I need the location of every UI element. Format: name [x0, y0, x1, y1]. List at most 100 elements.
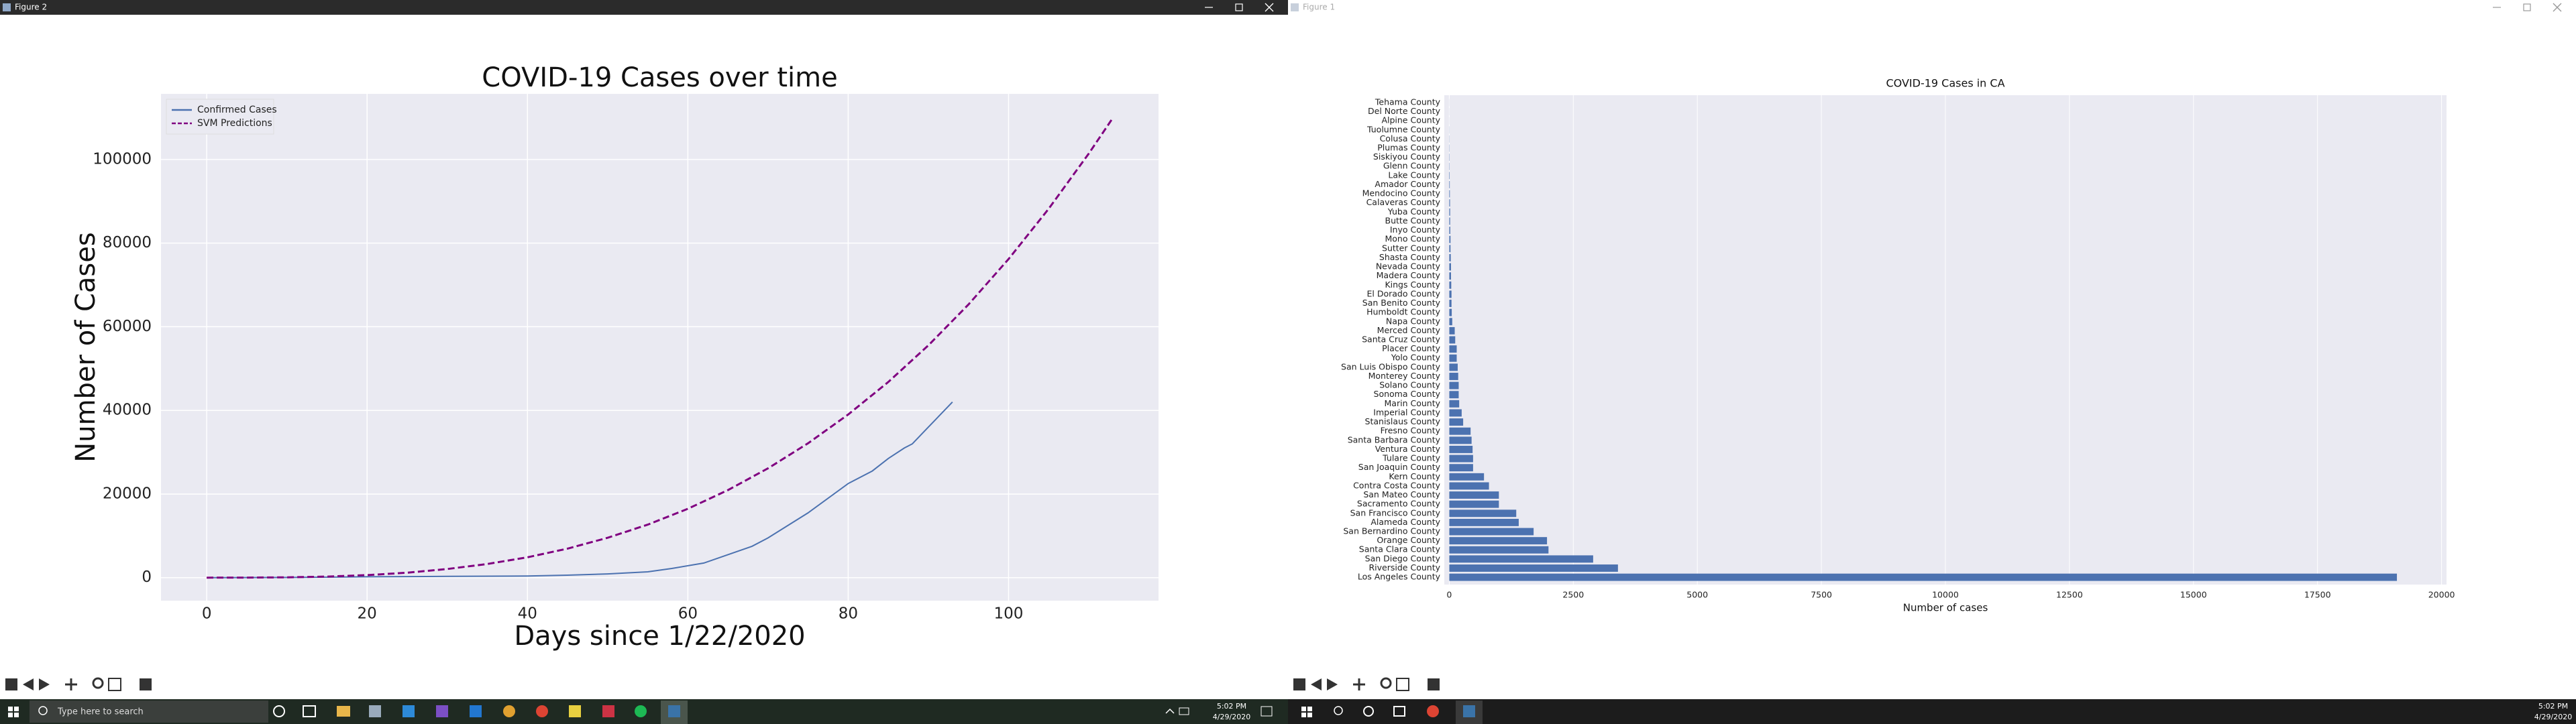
clock-date[interactable]: 4/29/2020	[1213, 713, 1250, 721]
clock-time[interactable]: 5:02 PM	[1217, 702, 1246, 711]
y-tick-label: 80000	[103, 234, 152, 251]
category-label: Riverside County	[1369, 562, 1441, 572]
category-label: Amador County	[1375, 179, 1440, 189]
zoom-button[interactable]	[1380, 677, 1392, 689]
back-button[interactable]	[1311, 678, 1322, 690]
app-icon[interactable]	[337, 706, 350, 717]
maximize-button[interactable]	[2523, 3, 2531, 11]
x-tick-label: 7500	[1811, 590, 1832, 600]
bar	[1449, 418, 1464, 426]
category-label: Yolo County	[1391, 353, 1441, 363]
app-icon[interactable]	[470, 705, 482, 717]
bar	[1449, 326, 1455, 335]
category-label: Humboldt County	[1366, 307, 1440, 317]
bar	[1449, 253, 1451, 261]
bar	[1449, 308, 1452, 316]
category-label: Marin County	[1385, 398, 1441, 408]
app-icon[interactable]	[569, 705, 581, 717]
bar	[1449, 290, 1452, 298]
close-button[interactable]	[2553, 3, 2562, 12]
forward-button[interactable]	[1327, 678, 1338, 690]
close-button[interactable]	[1265, 3, 1274, 12]
category-label: Fresno County	[1381, 426, 1441, 436]
series-line	[207, 117, 1114, 579]
pan-button[interactable]	[65, 678, 77, 690]
x-tick-label: 0	[202, 605, 212, 623]
configure-button[interactable]	[108, 678, 121, 691]
bar	[1449, 235, 1451, 243]
save-button[interactable]	[1428, 678, 1440, 690]
notification-icon[interactable]	[1260, 706, 1273, 717]
category-label: Inyo County	[1390, 225, 1441, 235]
category-label: Contra Costa County	[1353, 480, 1441, 490]
network-icon[interactable]	[1179, 707, 1189, 715]
bar	[1449, 564, 1618, 572]
app-icon[interactable]	[536, 705, 548, 717]
category-label: San Luis Obispo County	[1341, 361, 1441, 371]
forward-button[interactable]	[39, 678, 50, 690]
task-view-icon[interactable]	[1393, 706, 1405, 717]
x-axis-label: Number of cases	[1903, 602, 1988, 614]
search-box[interactable]	[30, 701, 268, 723]
search-placeholder[interactable]: Type here to search	[57, 707, 144, 717]
back-button[interactable]	[23, 678, 34, 690]
zoom-button[interactable]	[92, 677, 104, 689]
category-label: Del Norte County	[1368, 106, 1441, 116]
charts: 0 20 40 60 80 100020000400006000080000100000C…	[70, 62, 2455, 652]
bar	[1449, 455, 1473, 463]
cortana-icon[interactable]	[1363, 706, 1374, 717]
start-button[interactable]	[1301, 707, 1312, 717]
bar	[1449, 354, 1457, 362]
chart-title: COVID-19 Cases over time	[482, 62, 837, 93]
x-tick-label: 20	[358, 605, 377, 623]
search-icon[interactable]	[1334, 706, 1343, 715]
tray-expand[interactable]	[1165, 708, 1175, 714]
taskbar-apps	[273, 701, 1483, 724]
category-label: Orange County	[1377, 535, 1440, 545]
x-tick-label: 17500	[2304, 590, 2331, 600]
clock-time[interactable]: 5:02 PM	[2538, 702, 2568, 711]
task-view-icon[interactable]	[303, 705, 316, 717]
home-button[interactable]	[5, 678, 17, 690]
start-button[interactable]	[8, 707, 19, 717]
app-icon[interactable]	[503, 705, 515, 717]
maximize-button[interactable]	[1235, 3, 1243, 11]
app-icon[interactable]	[1427, 705, 1439, 717]
cortana-icon[interactable]	[273, 705, 285, 717]
bar	[1449, 363, 1458, 371]
bar	[1449, 409, 1462, 417]
app-icon[interactable]	[668, 705, 680, 717]
clock-date[interactable]: 4/29/2020	[2534, 713, 2572, 721]
search-icon	[38, 706, 48, 715]
app-icon[interactable]	[436, 705, 448, 717]
category-label: Tehama County	[1375, 97, 1441, 107]
app-icon[interactable]	[1463, 705, 1475, 717]
category-label: Ventura County	[1375, 444, 1441, 454]
taskbar	[1288, 699, 2576, 724]
bar	[1449, 381, 1459, 389]
category-label: Napa County	[1386, 316, 1441, 326]
category-label: Sonoma County	[1374, 389, 1441, 399]
category-label: Tulare County	[1382, 453, 1440, 463]
x-tick-label: 15000	[2180, 590, 2207, 600]
save-button[interactable]	[140, 678, 152, 690]
app-icon[interactable]	[635, 705, 647, 717]
bar	[1449, 208, 1450, 216]
configure-button[interactable]	[1396, 678, 1409, 691]
app-icon[interactable]	[369, 705, 381, 717]
bar	[1449, 518, 1519, 526]
category-label: Stanislaus County	[1365, 416, 1441, 426]
app-icon[interactable]	[602, 705, 614, 717]
window-title: Figure 2	[15, 3, 47, 12]
category-label: Colusa County	[1380, 133, 1441, 143]
category-label: Monterey County	[1368, 371, 1441, 381]
bar	[1449, 227, 1450, 235]
app-icon[interactable]	[402, 705, 415, 717]
category-label: Placer County	[1382, 343, 1440, 353]
pan-button[interactable]	[1353, 678, 1365, 690]
bar	[1449, 537, 1548, 545]
home-button[interactable]	[1293, 678, 1305, 690]
category-label: Shasta County	[1379, 252, 1441, 262]
x-tick-label: 60	[678, 605, 698, 623]
x-tick-label: 40	[518, 605, 537, 623]
